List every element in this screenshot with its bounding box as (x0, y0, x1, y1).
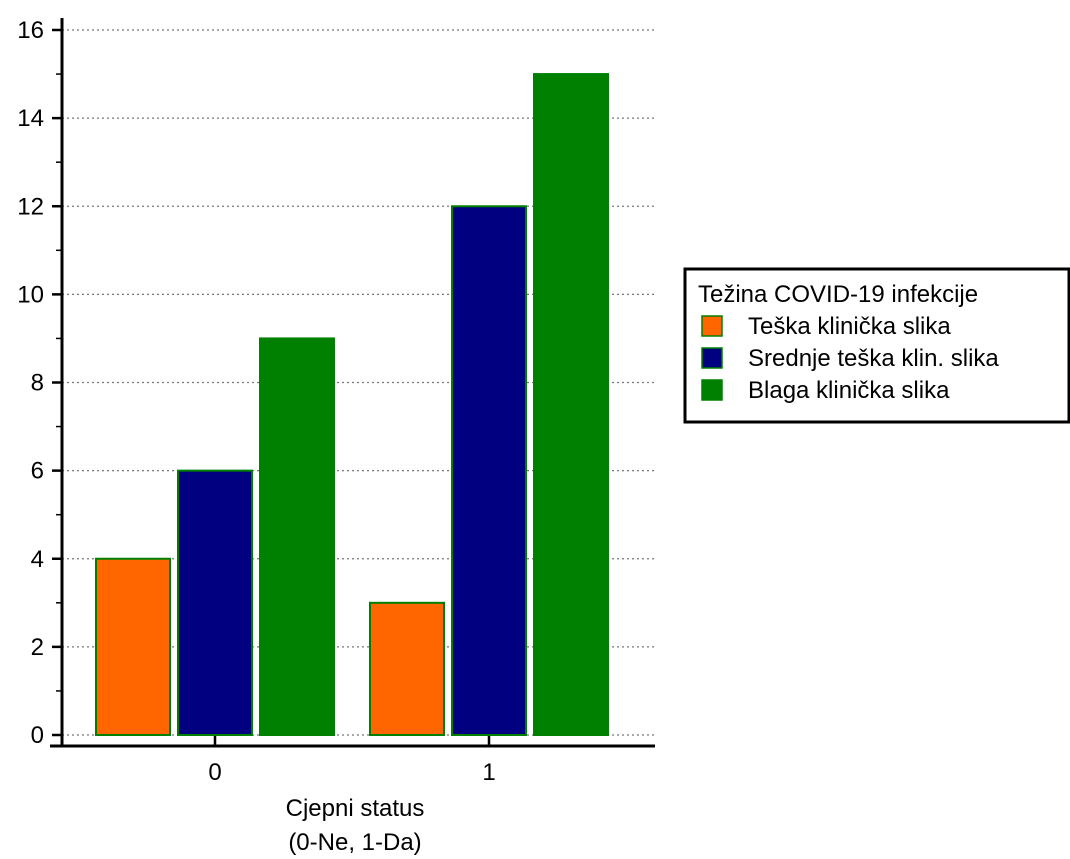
y-tick-label: 2 (31, 634, 44, 661)
legend-label: Blaga klinička slika (748, 377, 950, 404)
grid-lines (62, 29, 655, 736)
legend-label: Srednje teška klin. slika (748, 345, 999, 372)
x-tick-label: 1 (482, 759, 495, 786)
bar (259, 337, 335, 736)
y-tick-label: 12 (17, 193, 44, 220)
y-axis-ticks: 0 2 4 6 8 10 12 14 16 (17, 17, 62, 749)
bar (369, 601, 445, 736)
y-tick-label: 4 (31, 546, 44, 573)
legend-label: Teška klinička slika (748, 313, 951, 340)
legend-swatch (701, 315, 723, 337)
bar (451, 205, 527, 736)
legend: Težina COVID-19 infekcije Teška klinička… (683, 267, 1070, 424)
y-tick-label: 0 (31, 722, 44, 749)
bar (177, 469, 253, 736)
x-axis-title-line-1: Cjepni status (286, 795, 425, 822)
x-axis-title-line-2: (0-Ne, 1-Da) (288, 829, 421, 856)
y-tick-label: 10 (17, 281, 44, 308)
legend-box (683, 267, 1070, 424)
y-tick-label: 6 (31, 458, 44, 485)
y-tick-label: 8 (31, 370, 44, 397)
y-tick-label: 14 (17, 105, 44, 132)
legend-title: Težina COVID-19 infekcije (698, 281, 978, 308)
x-tick-label: 0 (208, 759, 221, 786)
legend-swatch (701, 379, 723, 401)
bars (95, 73, 609, 736)
y-tick-label: 16 (17, 17, 44, 44)
legend-swatch (701, 347, 723, 369)
bar (95, 557, 171, 736)
bar (533, 73, 609, 736)
